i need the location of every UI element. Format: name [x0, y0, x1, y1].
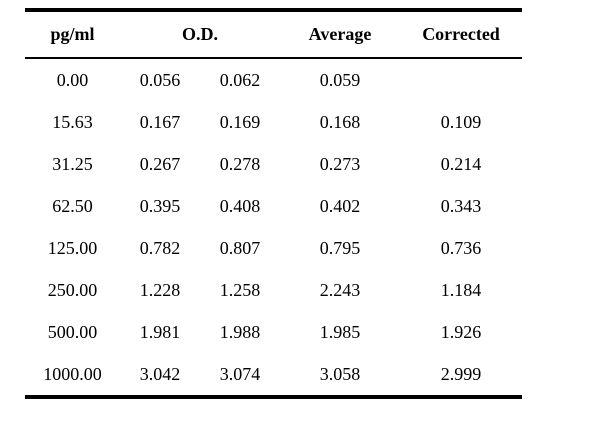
cell-pgml: 62.50	[52, 195, 93, 216]
cell-average: 0.795	[319, 237, 361, 258]
header-od: O.D.	[182, 24, 218, 44]
cell-corrected: 1.926	[440, 321, 482, 342]
cell-average: 0.168	[319, 111, 361, 132]
cell-corrected: 0.109	[440, 111, 482, 132]
cell-average: 0.402	[319, 195, 361, 216]
cell-od2: 0.278	[219, 153, 261, 174]
table-row: 15.63 0.167 0.169 0.168 0.109	[25, 101, 522, 143]
table-row: 125.00 0.782 0.807 0.795 0.736	[25, 227, 522, 269]
cell-average: 0.273	[319, 153, 361, 174]
header-average: Average	[308, 24, 372, 44]
table-row: 1000.00 3.042 3.074 3.058 2.999	[25, 353, 522, 397]
table-row: 0.00 0.056 0.062 0.059	[25, 58, 522, 101]
cell-od2: 0.062	[219, 69, 261, 90]
cell-corrected: 0.343	[440, 195, 482, 216]
cell-corrected: 2.999	[440, 363, 482, 384]
cell-average: 0.059	[319, 69, 361, 90]
cell-od1: 0.267	[139, 153, 181, 174]
cell-od1: 0.167	[139, 111, 181, 132]
table-row: 62.50 0.395 0.408 0.402 0.343	[25, 185, 522, 227]
cell-corrected	[400, 58, 522, 101]
cell-od1: 3.042	[139, 363, 181, 384]
cell-od1: 1.228	[139, 279, 181, 300]
cell-od2: 3.074	[219, 363, 261, 384]
table-row: 500.00 1.981 1.988 1.985 1.926	[25, 311, 522, 353]
cell-corrected: 0.736	[440, 237, 482, 258]
cell-corrected: 1.184	[440, 279, 482, 300]
cell-average: 3.058	[319, 363, 361, 384]
header-corrected: Corrected	[422, 24, 500, 44]
cell-pgml: 15.63	[52, 111, 93, 132]
cell-od2: 1.988	[219, 321, 261, 342]
cell-od1: 0.782	[139, 237, 181, 258]
cell-od1: 0.395	[139, 195, 181, 216]
cell-pgml: 500.00	[47, 321, 98, 342]
cell-od2: 0.807	[219, 237, 261, 258]
cell-average: 1.985	[319, 321, 361, 342]
table-row: 31.25 0.267 0.278 0.273 0.214	[25, 143, 522, 185]
cell-pgml: 250.00	[47, 279, 98, 300]
od-readings-table: pg/ml O.D. Average Corrected 0.00 0.056 0.…	[25, 8, 522, 399]
cell-pgml: 31.25	[52, 153, 93, 174]
header-pgml: pg/ml	[50, 24, 95, 44]
cell-od2: 1.258	[219, 279, 261, 300]
table-row: 250.00 1.228 1.258 2.243 1.184	[25, 269, 522, 311]
cell-pgml: 125.00	[47, 237, 98, 258]
cell-od1: 1.981	[139, 321, 181, 342]
cell-od2: 0.169	[219, 111, 261, 132]
cell-average: 2.243	[319, 279, 361, 300]
cell-corrected: 0.214	[440, 153, 482, 174]
cell-od2: 0.408	[219, 195, 261, 216]
cell-od1: 0.056	[139, 69, 181, 90]
cell-pgml: 0.00	[56, 69, 89, 90]
cell-pgml: 1000.00	[43, 363, 102, 384]
header-row: pg/ml O.D. Average Corrected	[25, 10, 522, 58]
table-body: 0.00 0.056 0.062 0.059 15.63 0.167 0.169 0.168 0…	[25, 58, 522, 397]
